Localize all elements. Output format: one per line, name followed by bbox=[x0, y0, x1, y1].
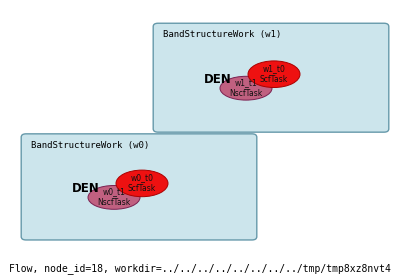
Text: BandStructureWork (w1): BandStructureWork (w1) bbox=[163, 30, 281, 39]
Text: BandStructureWork (w0): BandStructureWork (w0) bbox=[31, 141, 149, 150]
Ellipse shape bbox=[88, 186, 140, 209]
Text: DEN: DEN bbox=[72, 183, 100, 195]
Ellipse shape bbox=[248, 61, 300, 88]
Text: w1_t0
ScfTask: w1_t0 ScfTask bbox=[260, 64, 288, 84]
Text: w0_t0
ScfTask: w0_t0 ScfTask bbox=[128, 173, 156, 193]
Text: w1_t1
NscfTask: w1_t1 NscfTask bbox=[229, 78, 263, 98]
Ellipse shape bbox=[116, 170, 168, 197]
Text: Flow, node_id=18, workdir=../../../../../../../../tmp/tmp8xz8nvt4: Flow, node_id=18, workdir=../../../../..… bbox=[9, 263, 391, 274]
FancyBboxPatch shape bbox=[21, 134, 257, 240]
Text: DEN: DEN bbox=[204, 73, 232, 86]
Ellipse shape bbox=[220, 76, 272, 100]
FancyBboxPatch shape bbox=[153, 23, 389, 132]
Text: w0_t1
NscfTask: w0_t1 NscfTask bbox=[97, 187, 131, 207]
